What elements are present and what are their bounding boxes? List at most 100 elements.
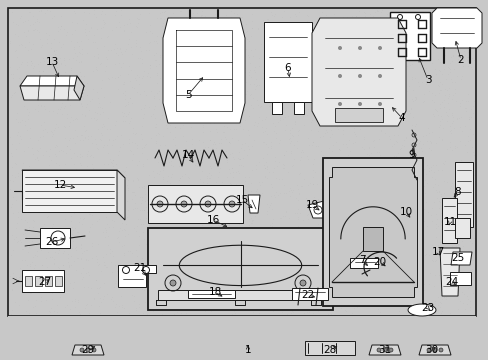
Point [321, 71, 329, 77]
Point [77, 242, 85, 247]
Point [73, 53, 81, 58]
Point [38, 262, 46, 267]
Point [32, 26, 40, 31]
Point [280, 257, 288, 263]
Point [292, 91, 300, 97]
Point [412, 253, 420, 259]
Point [118, 220, 125, 226]
Point [467, 144, 474, 150]
Point [215, 252, 223, 258]
Point [109, 157, 117, 163]
Point [160, 9, 168, 15]
Point [440, 161, 447, 167]
Point [244, 222, 252, 228]
Point [54, 175, 61, 181]
Point [325, 122, 333, 128]
Point [280, 182, 287, 188]
Point [61, 305, 68, 310]
Point [221, 85, 228, 91]
Point [324, 255, 331, 261]
Point [401, 277, 409, 283]
Point [138, 194, 145, 200]
Point [177, 21, 184, 26]
Point [309, 257, 317, 262]
Point [209, 21, 217, 27]
Point [251, 210, 259, 216]
Point [347, 13, 355, 19]
Point [225, 170, 233, 176]
Point [405, 62, 413, 68]
Point [413, 278, 421, 284]
Point [191, 30, 199, 35]
Point [289, 309, 297, 315]
Point [159, 165, 166, 171]
Point [43, 276, 51, 282]
Point [46, 309, 54, 315]
Point [189, 215, 197, 220]
Point [443, 100, 451, 105]
Point [317, 170, 325, 176]
Point [60, 55, 68, 61]
Point [396, 256, 404, 262]
Point [23, 179, 31, 184]
Point [265, 93, 273, 98]
Point [438, 258, 446, 264]
Point [302, 309, 310, 315]
Point [293, 138, 301, 144]
Point [407, 74, 415, 80]
Point [372, 149, 380, 155]
Point [81, 32, 89, 38]
Point [390, 89, 398, 94]
Point [163, 82, 171, 87]
Point [7, 71, 15, 77]
Point [43, 284, 51, 289]
Point [79, 137, 87, 143]
Point [435, 105, 443, 111]
Point [376, 224, 384, 230]
Point [68, 19, 76, 25]
Point [333, 94, 341, 100]
Point [352, 304, 360, 310]
Point [294, 267, 302, 273]
Circle shape [80, 348, 84, 352]
Point [272, 70, 280, 76]
Point [128, 275, 136, 280]
Point [463, 44, 470, 49]
Point [11, 160, 19, 166]
Point [91, 141, 99, 147]
Point [272, 108, 280, 114]
Point [118, 198, 125, 204]
Point [326, 80, 334, 86]
Point [229, 57, 237, 62]
Point [403, 300, 410, 306]
Point [260, 71, 268, 77]
Point [288, 125, 296, 131]
Point [365, 145, 372, 151]
Point [55, 247, 63, 252]
Point [135, 301, 142, 306]
Point [72, 166, 80, 172]
Point [255, 55, 263, 61]
Point [84, 36, 92, 42]
Point [93, 145, 101, 151]
Point [144, 47, 152, 53]
Point [414, 84, 422, 89]
Point [18, 42, 25, 48]
Point [401, 9, 408, 15]
Point [312, 252, 320, 258]
Point [27, 83, 35, 89]
Point [282, 56, 290, 62]
Point [51, 144, 59, 150]
Point [214, 222, 222, 228]
Point [235, 54, 243, 59]
Point [329, 276, 337, 282]
Bar [55, 276, 62, 286]
Point [193, 15, 201, 21]
Point [36, 145, 43, 150]
Point [262, 270, 270, 275]
Point [140, 144, 147, 150]
Point [448, 17, 456, 23]
Point [323, 288, 330, 294]
Point [468, 257, 476, 262]
Point [8, 172, 16, 178]
